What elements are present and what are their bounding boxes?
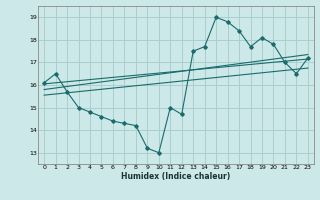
X-axis label: Humidex (Indice chaleur): Humidex (Indice chaleur) <box>121 172 231 181</box>
